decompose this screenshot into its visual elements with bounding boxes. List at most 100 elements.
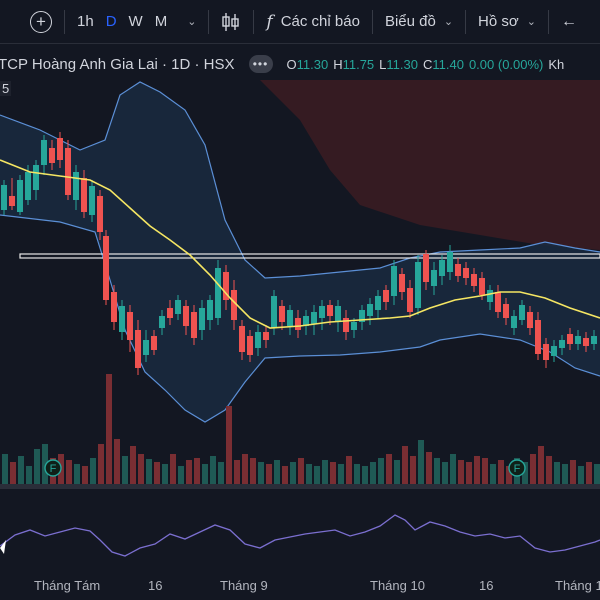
- symbol-title[interactable]: TCP Hoàng Anh Gia Lai · 1D · HSX: [0, 55, 235, 73]
- undo-button[interactable]: ←: [555, 0, 583, 44]
- volume-bar: [554, 462, 560, 484]
- volume-bar: [474, 456, 480, 484]
- candlestick: [359, 305, 365, 330]
- volume-bar: [482, 458, 488, 484]
- volume-bar: [314, 466, 320, 484]
- volume-bar: [162, 464, 168, 484]
- volume-bar: [154, 462, 160, 484]
- candlestick: [17, 175, 23, 215]
- candlestick: [303, 310, 309, 335]
- volume-bar: [82, 466, 88, 484]
- indicators-button[interactable]: f Các chỉ báo: [260, 0, 366, 44]
- candlestick: [231, 280, 237, 330]
- volume-bar: [234, 460, 240, 484]
- volume-bar: [226, 406, 232, 484]
- volume-bar: [434, 458, 440, 484]
- moving-average-line: [0, 159, 600, 329]
- profile-button[interactable]: Hồ sơ ⌄: [472, 0, 542, 44]
- chart-type-button[interactable]: Biểu đồ ⌄: [379, 0, 459, 44]
- volume-bar: [578, 466, 584, 484]
- candlestick: [191, 305, 197, 345]
- high-value: H11.75: [333, 56, 375, 72]
- volume-bar: [258, 462, 264, 484]
- volume-bar: [530, 454, 536, 484]
- extra-label: Kh: [548, 56, 565, 72]
- volume-bar: [130, 446, 136, 484]
- volume-bar: [178, 466, 184, 484]
- candlestick: [439, 255, 445, 285]
- candlestick: [543, 338, 549, 368]
- chart-legend: TCP Hoàng Anh Gia Lai · 1D · HSX ••• O11…: [0, 55, 564, 73]
- open-value: O11.30: [286, 56, 329, 72]
- candlestick: [111, 285, 117, 330]
- volume-bar: [394, 460, 400, 484]
- volume-bar: [378, 458, 384, 484]
- candlestick: [311, 305, 317, 335]
- more-options-button[interactable]: •••: [248, 55, 273, 73]
- volume-bar: [466, 462, 472, 484]
- indicator-tag[interactable]: 5: [0, 81, 12, 96]
- chart-style-button[interactable]: [215, 0, 247, 44]
- timeframe-day[interactable]: D: [105, 13, 117, 30]
- volume-marker-1: F: [44, 459, 62, 477]
- timeframe-1h[interactable]: 1h: [77, 13, 94, 30]
- volume-bar: [458, 460, 464, 484]
- candlestick: [119, 300, 125, 340]
- volume-bar: [418, 440, 424, 484]
- candlestick: [97, 190, 103, 240]
- change-value: 0.00 (0.00%): [468, 56, 544, 72]
- candlestick: [263, 325, 269, 348]
- x-axis-label: 16: [148, 578, 163, 593]
- timeframe-dropdown-button[interactable]: ⌄: [173, 0, 202, 44]
- horizontal-level-line: [19, 253, 600, 259]
- candlestick: [559, 335, 565, 355]
- volume-bar: [242, 454, 248, 484]
- candlestick: [65, 140, 71, 200]
- candlestick: [33, 160, 39, 200]
- low-value: L11.30: [379, 56, 418, 72]
- chart-canvas[interactable]: F F: [0, 45, 600, 600]
- candlestick: [591, 330, 597, 350]
- x-axis-label: 16: [479, 578, 494, 593]
- volume-bar: [322, 460, 328, 484]
- volume-bar: [66, 460, 72, 484]
- candlestick: [127, 305, 133, 352]
- volume-bar: [586, 462, 592, 484]
- volume-bar: [506, 466, 512, 484]
- volume-bar: [122, 456, 128, 484]
- candlestick: [519, 300, 525, 325]
- volume-bar: [266, 464, 272, 484]
- candlestick: [455, 258, 461, 282]
- candlestick: [367, 298, 373, 325]
- oscillator-line: [0, 514, 600, 557]
- timeframe-month[interactable]: M: [154, 13, 168, 30]
- volume-bar: [410, 456, 416, 484]
- volume-bar: [90, 458, 96, 484]
- volume-bar: [10, 462, 16, 484]
- candlestick: [375, 290, 381, 318]
- volume-bar: [186, 460, 192, 484]
- volume-bar: [298, 458, 304, 484]
- candlestick: [183, 300, 189, 335]
- add-symbol-button[interactable]: +: [0, 0, 58, 44]
- volume-bar: [570, 460, 576, 484]
- candles-group: [1, 132, 597, 375]
- price-chart[interactable]: F F TCP Hoàng Anh Gia Lai · 1D · HSX •••…: [0, 45, 600, 600]
- candlestick: [41, 135, 47, 175]
- volume-bar: [210, 456, 216, 484]
- timeframe-week[interactable]: W: [128, 13, 143, 30]
- volume-bar: [442, 462, 448, 484]
- volume-bar: [218, 462, 224, 484]
- svg-text:F: F: [50, 463, 57, 475]
- plus-circle-icon: +: [30, 10, 52, 33]
- candlestick: [143, 330, 149, 362]
- pane-separator: [0, 484, 600, 489]
- volume-bar: [34, 449, 40, 484]
- candlestick: [89, 180, 95, 222]
- candlestick: [9, 178, 15, 210]
- volume-bar: [194, 458, 200, 484]
- candlestick: [279, 300, 285, 330]
- volume-bar: [562, 464, 568, 484]
- candlestick: [151, 330, 157, 355]
- volume-bar: [498, 460, 504, 484]
